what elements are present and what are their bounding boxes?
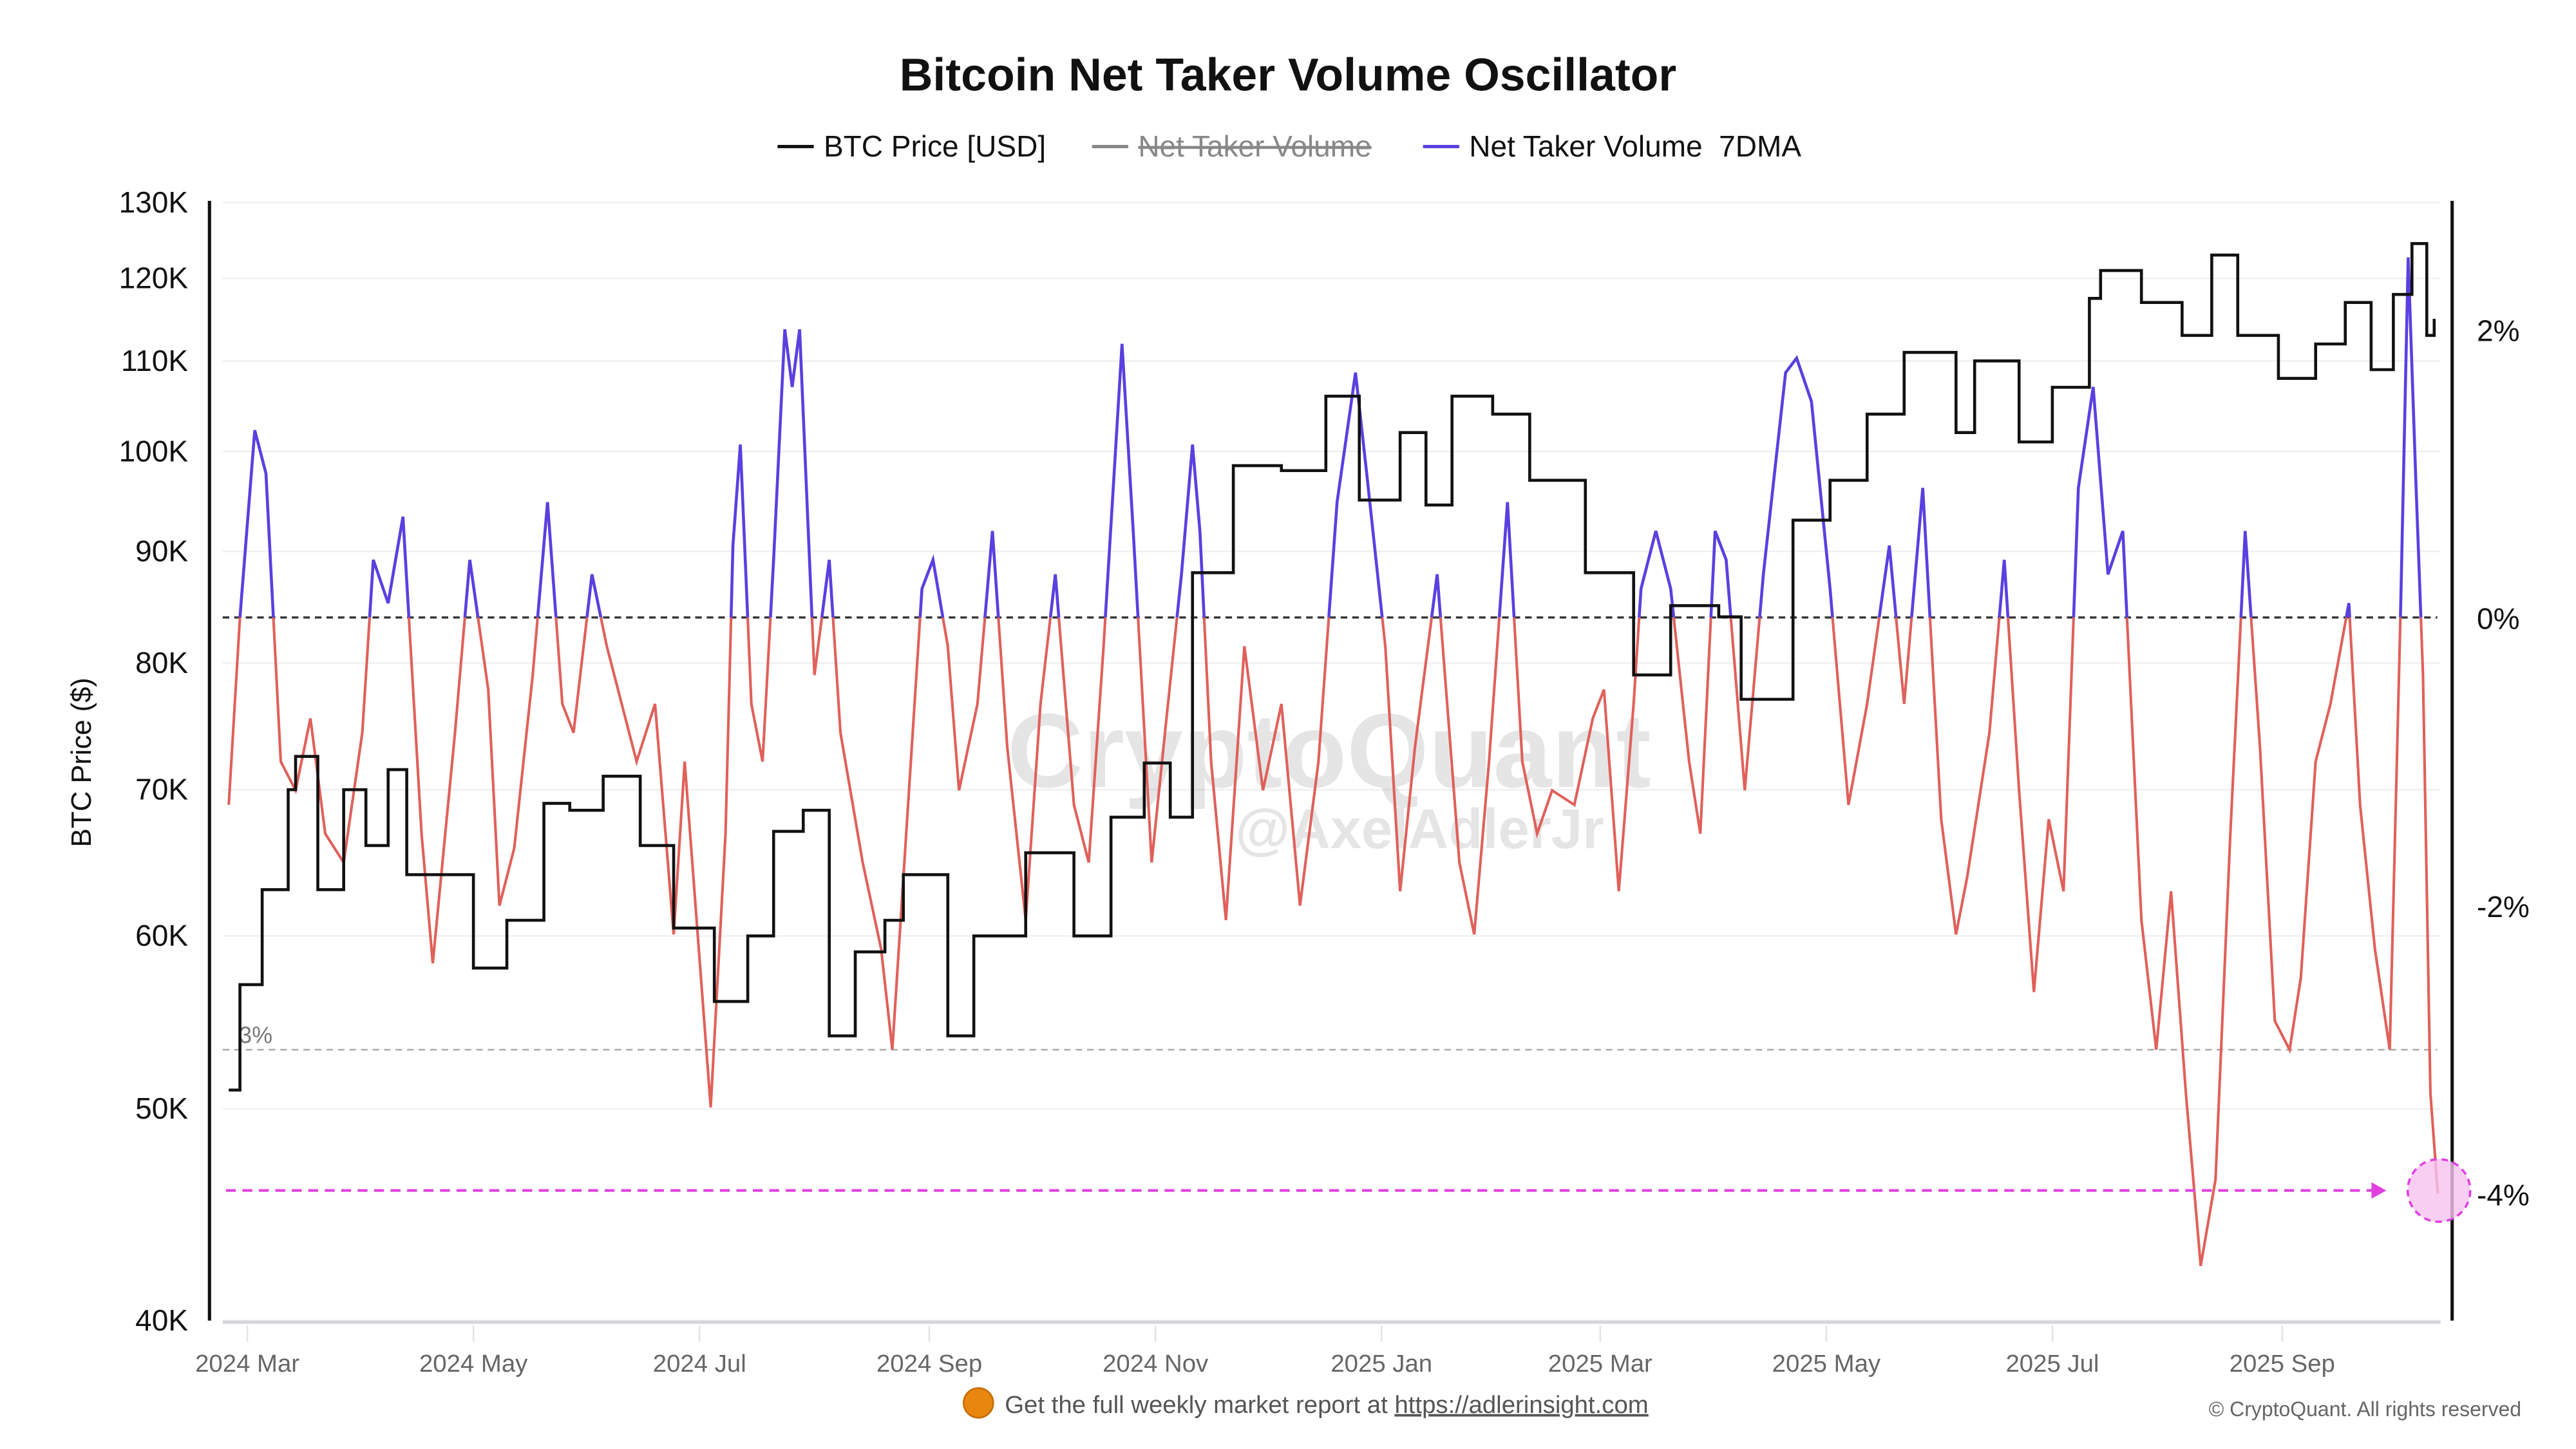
legend-item-net-taker-volume[interactable]: Net Taker Volume [1092,129,1372,163]
x-tick-label: 2024 Jul [653,1350,746,1378]
bitcoin-coin-icon [963,1387,994,1419]
x-tick-label: 2024 Nov [1103,1350,1209,1378]
y-tick-label-left: 40K [135,1303,188,1337]
x-tick-label: 2025 Sep [2230,1350,2335,1378]
y-tick-label-left: 120K [119,261,189,295]
y-tick-label-right: 0% [2477,602,2520,636]
legend: BTC Price [USD] Net Taker Volume Net Tak… [777,129,1801,163]
promo-link[interactable]: https://adlerinsight.com [1394,1391,1648,1419]
y-tick-label-left: 100K [119,434,189,468]
x-tick-label: 2025 Jan [1331,1350,1432,1378]
x-tick-label: 2024 Mar [195,1350,299,1378]
y-axis-left-label: BTC Price ($) [66,677,97,847]
y-tick-label-right: -2% [2477,890,2530,923]
btc-price-line [229,242,2436,1092]
x-tick-label: 2025 May [1772,1350,1881,1378]
legend-label-net-taker-volume: Net Taker Volume [1138,129,1371,163]
y-tick-label-left: 130K [119,185,189,219]
y-tick-label-right: -4% [2477,1179,2530,1212]
svg-text:Get the full weekly market rep: Get the full weekly market report at htt… [1005,1391,1649,1419]
legend-item-btc-price[interactable]: BTC Price [USD] [777,129,1046,163]
x-tick-label: 2024 May [419,1350,528,1378]
x-tick-label: 2025 Jul [2005,1350,2099,1378]
copyright: © CryptoQuant. All rights reserved [2209,1397,2521,1421]
footer: Get the full weekly market report at htt… [963,1387,2521,1421]
y-tick-label-left: 110K [121,344,188,377]
threshold-label: 3% [239,1023,272,1048]
oscillator-positive-line [238,257,2423,618]
y-tick-label-left: 70K [135,773,188,806]
legend-label-7dma: Net Taker Volume 7DMA [1469,129,1801,163]
x-ticks: 2024 Mar 2024 May 2024 Jul 2024 Sep 2024 Nov… [195,1325,2335,1378]
y-tick-label-left: 50K [135,1092,188,1125]
y-tick-label-left: 80K [135,646,188,679]
watermark-brand: CryptoQuant [1007,692,1651,810]
y-ticks-right: 2% 0% -2% -4% [2477,314,2530,1211]
highlight-circle [2406,1158,2472,1223]
oscillator-negative-line [227,617,2439,1267]
y-ticks-left: 130K 120K 110K 100K 90K 80K 70K 60K 50K 40K [119,185,189,1337]
y-tick-label-right: 2% [2477,314,2520,347]
highlight-arrowhead [2371,1182,2387,1199]
highlight-annotation [225,1158,2472,1223]
y-tick-label-left: 90K [135,534,188,567]
watermark-handle: @AxelAdlerJr [1235,798,1604,860]
legend-label-btc-price: BTC Price [USD] [824,129,1046,163]
x-tick-label: 2025 Mar [1548,1350,1653,1378]
chart-title: Bitcoin Net Taker Volume Oscillator [900,50,1677,101]
y-tick-label-left: 60K [135,919,188,952]
legend-item-7dma[interactable]: Net Taker Volume 7DMA [1423,129,1802,163]
x-tick-label: 2024 Sep [876,1350,982,1378]
watermark: CryptoQuant @AxelAdlerJr [1007,692,1651,860]
promo-text: Get the full weekly market report at [1005,1391,1394,1419]
